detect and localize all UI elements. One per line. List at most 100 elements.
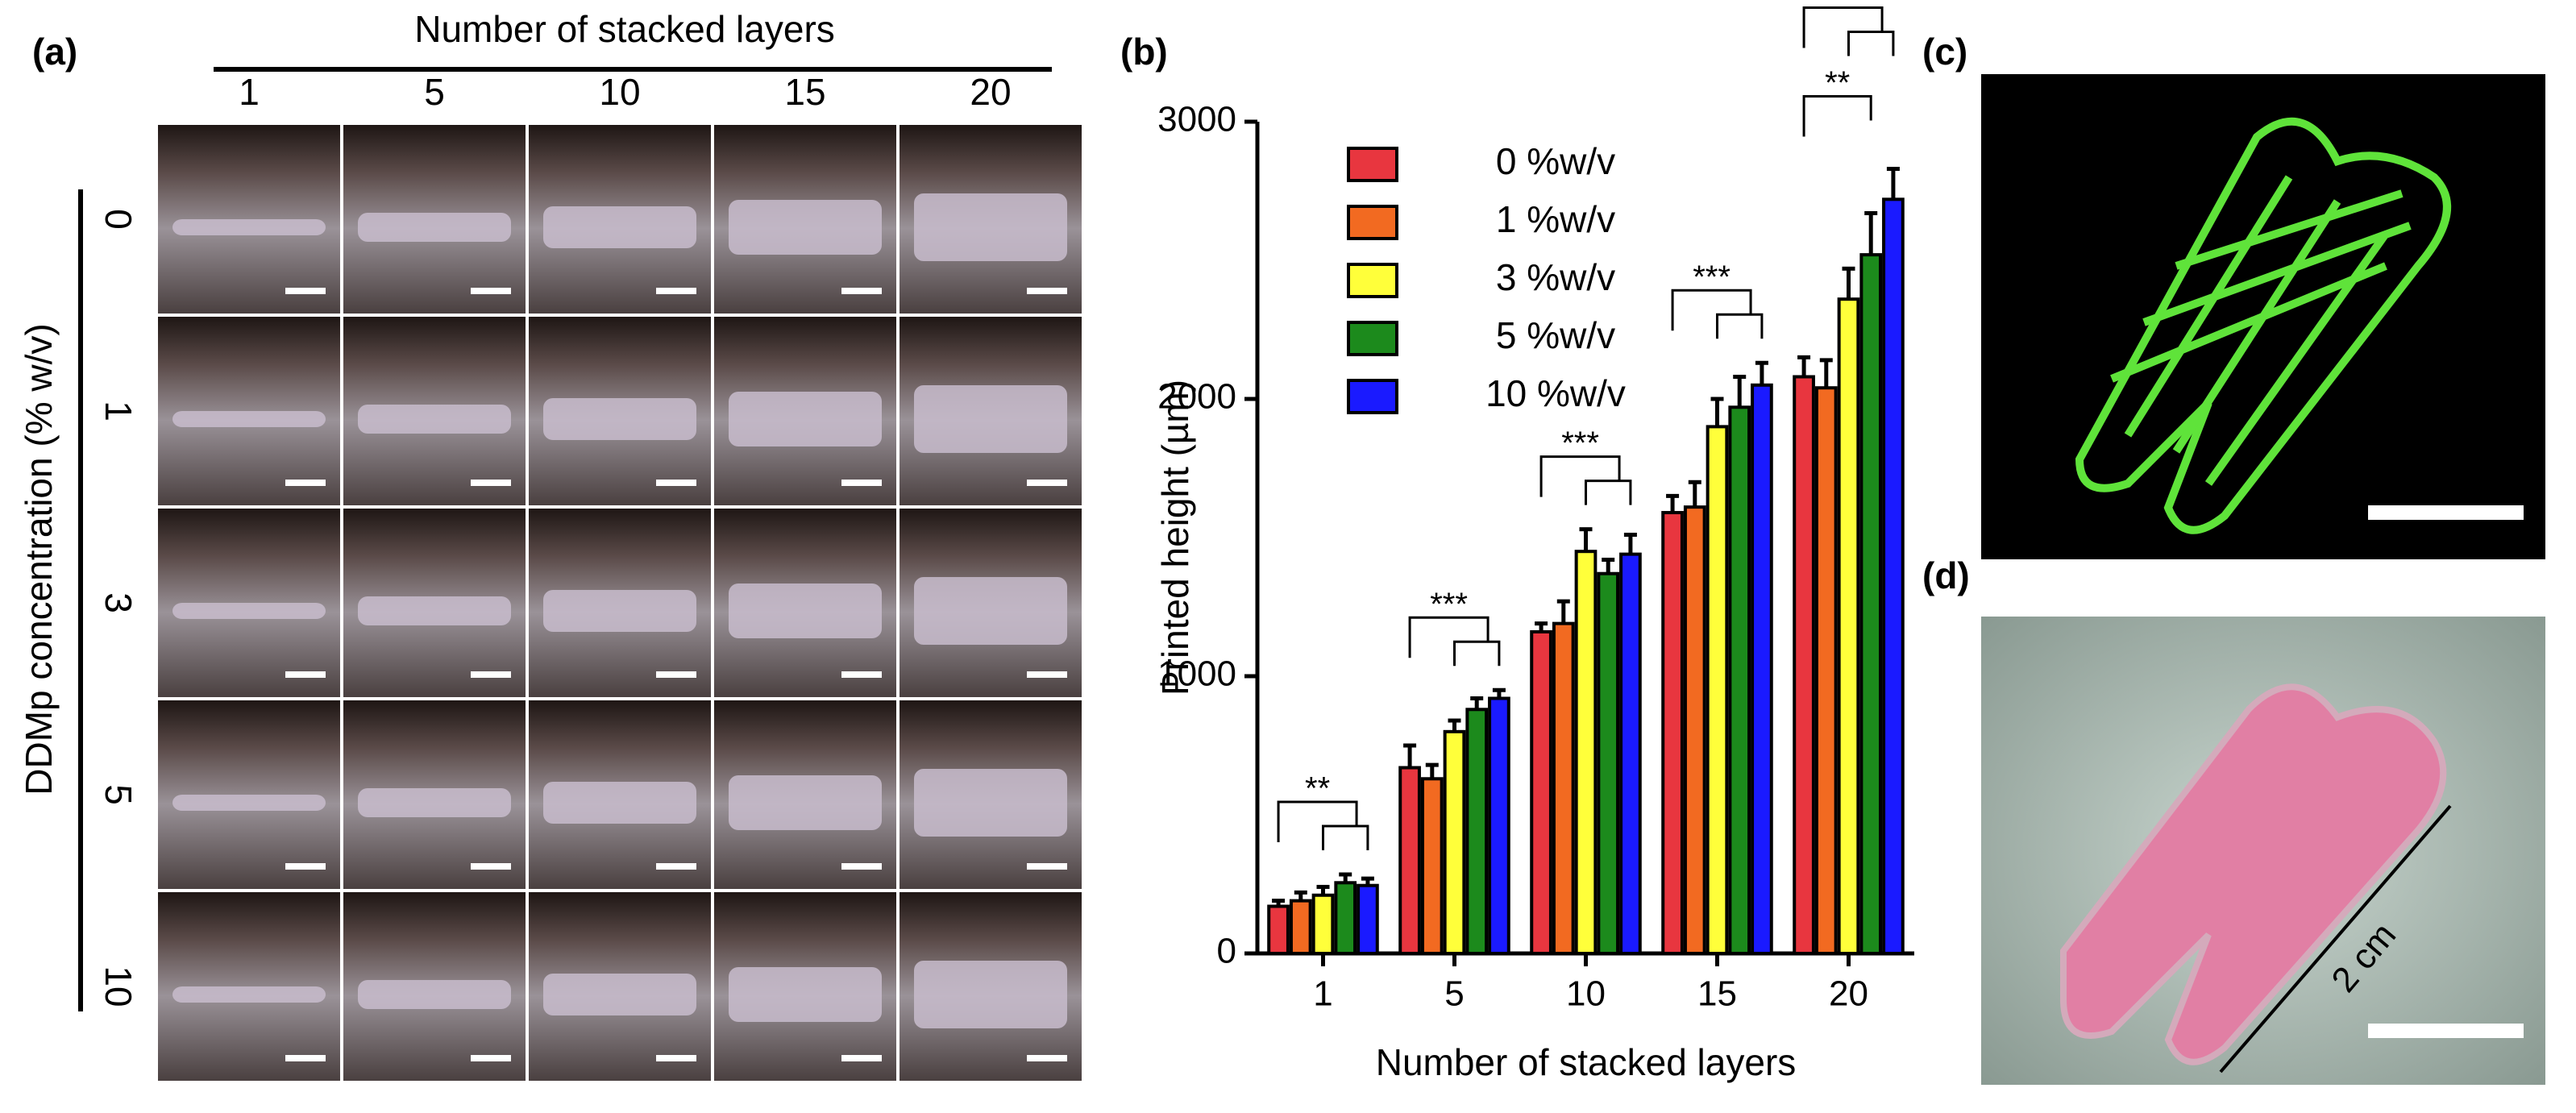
y-tick-label: 3000 bbox=[1157, 100, 1236, 139]
bar bbox=[1619, 552, 1642, 955]
x-tick-label: 10 bbox=[1566, 974, 1606, 1014]
printed-sample bbox=[358, 213, 511, 242]
legend-label: 0 %w/v bbox=[1496, 140, 1615, 182]
printed-sample bbox=[172, 411, 326, 427]
significance-bracket bbox=[1453, 640, 1501, 667]
legend-label: 5 %w/v bbox=[1496, 314, 1615, 356]
legend-swatch bbox=[1347, 147, 1398, 182]
row-title: DDMp concentration (% w/v) bbox=[18, 323, 60, 795]
printed-sample bbox=[358, 788, 511, 817]
significance-bracket bbox=[1802, 94, 1872, 137]
dimension-line bbox=[2219, 804, 2452, 1074]
x-tick-label: 5 bbox=[1444, 974, 1464, 1014]
printed-sample bbox=[914, 577, 1067, 645]
bar bbox=[1859, 253, 1883, 955]
legend-swatch bbox=[1347, 379, 1398, 414]
y-axis-title: Printed height (µm) bbox=[1154, 380, 1196, 696]
legend-swatch bbox=[1347, 263, 1398, 298]
bar bbox=[1574, 550, 1598, 955]
significance-bracket bbox=[1716, 313, 1764, 339]
column-label: 20 bbox=[970, 71, 1011, 113]
bar bbox=[1311, 893, 1335, 956]
printed-sample bbox=[543, 206, 696, 248]
x-tick-label: 1 bbox=[1313, 974, 1332, 1014]
significance-bracket bbox=[1539, 455, 1621, 497]
printed-sample bbox=[172, 603, 326, 619]
significance-bracket bbox=[1847, 30, 1895, 56]
column-label: 5 bbox=[424, 71, 445, 113]
significance-label: *** bbox=[1693, 260, 1730, 295]
bar bbox=[1751, 383, 1773, 955]
printed-sample bbox=[543, 398, 696, 440]
significance-bracket bbox=[1322, 824, 1369, 850]
printed-sample bbox=[729, 967, 882, 1022]
printed-sample bbox=[914, 385, 1067, 453]
bar bbox=[1706, 425, 1729, 955]
legend-label: 10 %w/v bbox=[1485, 372, 1626, 414]
y-tick-label: 1000 bbox=[1157, 654, 1236, 694]
bar bbox=[1530, 629, 1552, 956]
bar bbox=[1837, 297, 1860, 956]
significance-label: ** bbox=[1825, 65, 1850, 101]
bar bbox=[1597, 571, 1620, 955]
bar bbox=[1814, 386, 1838, 955]
printed-sample bbox=[172, 795, 326, 811]
row-label: 5 bbox=[98, 784, 139, 805]
printed-sample bbox=[914, 193, 1067, 261]
x-axis-title: Number of stacked layers bbox=[1376, 1041, 1797, 1083]
printed-sample bbox=[729, 392, 882, 446]
panel-label: (d) bbox=[1922, 554, 1970, 596]
significance-label: *** bbox=[1430, 587, 1468, 622]
bar bbox=[1465, 708, 1489, 956]
row-label: 3 bbox=[98, 592, 139, 613]
printed-sample bbox=[358, 596, 511, 625]
printed-sample bbox=[914, 769, 1067, 837]
column-label: 1 bbox=[239, 71, 260, 113]
bar bbox=[1728, 405, 1751, 955]
tooth-wireframe bbox=[2075, 117, 2451, 534]
x-tick-label: 20 bbox=[1829, 974, 1868, 1014]
printed-sample bbox=[172, 986, 326, 1003]
bar bbox=[1289, 899, 1312, 956]
bar bbox=[1882, 197, 1905, 955]
printed-sample bbox=[172, 219, 326, 235]
panel-title: Number of stacked layers bbox=[414, 8, 835, 50]
bar bbox=[1267, 904, 1290, 956]
bar bbox=[1793, 375, 1815, 956]
bar bbox=[1488, 696, 1510, 956]
y-tick-label: 0 bbox=[1217, 932, 1236, 971]
printed-sample bbox=[729, 583, 882, 638]
significance-bracket bbox=[1802, 6, 1884, 48]
printed-sample bbox=[543, 974, 696, 1015]
significance-label: *** bbox=[1561, 426, 1599, 461]
panel-c: (c) bbox=[1922, 31, 2545, 559]
panel-a: (a) Number of stacked layers DDMp concen… bbox=[18, 8, 1082, 1081]
bar bbox=[1683, 505, 1706, 955]
printed-sample bbox=[358, 405, 511, 434]
column-label: 15 bbox=[784, 71, 825, 113]
panel-label: (c) bbox=[1922, 31, 1967, 73]
printed-sample bbox=[543, 782, 696, 824]
significance-label: *** bbox=[1824, 0, 1862, 12]
legend-swatch bbox=[1347, 321, 1398, 356]
printed-sample bbox=[543, 590, 696, 632]
x-tick-label: 15 bbox=[1697, 974, 1737, 1014]
bar bbox=[1443, 729, 1466, 955]
printed-sample bbox=[729, 775, 882, 830]
legend-label: 3 %w/v bbox=[1496, 256, 1615, 298]
panel-d: (d) 2 cm bbox=[1922, 554, 2545, 1085]
significance-bracket bbox=[1408, 616, 1490, 658]
row-label: 10 bbox=[98, 966, 139, 1007]
y-tick-label: 2000 bbox=[1157, 377, 1236, 417]
panel-label: (b) bbox=[1120, 31, 1168, 73]
significance-label: ** bbox=[1305, 771, 1330, 807]
row-label: 0 bbox=[98, 209, 139, 230]
bar bbox=[1661, 511, 1684, 955]
panel-label: (a) bbox=[32, 31, 77, 73]
printed-sample bbox=[729, 200, 882, 255]
bar bbox=[1334, 881, 1357, 956]
significance-bracket bbox=[1585, 480, 1632, 505]
significance-bracket bbox=[1277, 800, 1358, 842]
row-label: 1 bbox=[98, 401, 139, 422]
bar bbox=[1357, 883, 1379, 955]
